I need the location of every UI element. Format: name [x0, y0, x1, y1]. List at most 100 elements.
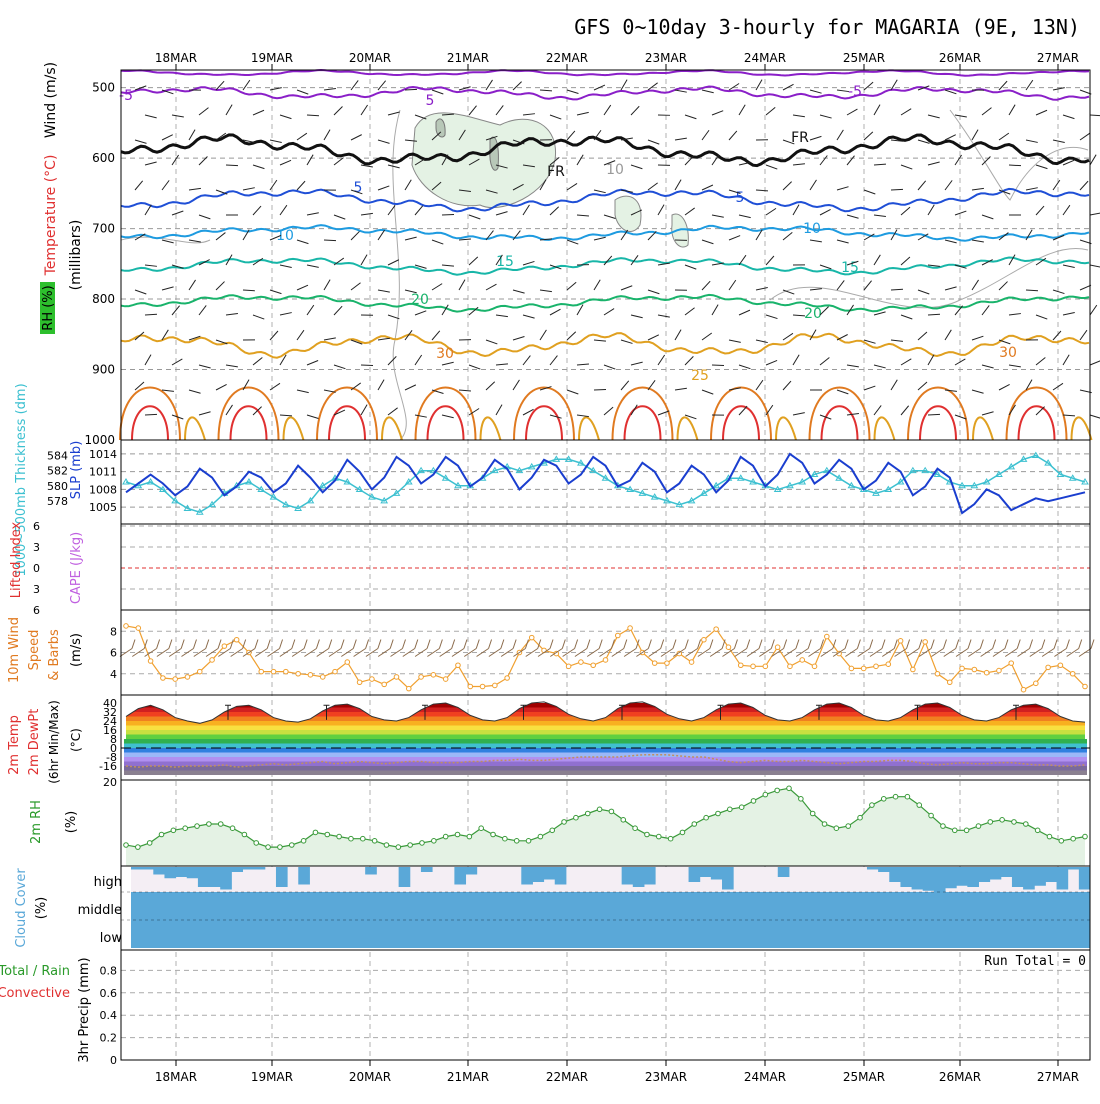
wind-barb: [756, 288, 768, 290]
wind-barb: [874, 164, 886, 165]
wind-barb: [307, 361, 318, 365]
wind-barb-flag: [489, 640, 492, 649]
rh-point: [372, 839, 377, 844]
wind-barb: [756, 190, 768, 191]
rh-tick: 20: [103, 776, 117, 789]
wind-barb: [1009, 105, 1015, 115]
precip-panel: [121, 970, 1090, 1037]
thickness-tick: 584: [47, 450, 68, 463]
wind-barb-flag: [513, 640, 516, 649]
wind-barb: [793, 115, 805, 117]
wind-speed-point: [947, 680, 952, 685]
wind-barb: [253, 206, 261, 215]
rh-point: [905, 794, 910, 799]
wind-barb: [280, 205, 287, 215]
rh-point: [799, 797, 804, 802]
wind-barb: [928, 414, 940, 415]
temp-warm-band: [121, 708, 1090, 713]
wind-barb: [270, 331, 278, 340]
wind-barb-flag: [157, 640, 160, 649]
wind-barb: [766, 208, 776, 215]
cloud-high-bar: [912, 867, 924, 890]
wind-barb: [972, 240, 984, 242]
rh-contour: [950, 110, 1088, 200]
cloud-ylabel-unit: (%): [34, 897, 49, 920]
wind-barb: [658, 411, 669, 415]
wind-barb-10m: [1079, 649, 1091, 657]
wind-barb: [199, 108, 208, 115]
rh-point: [455, 832, 460, 837]
wind-barb: [756, 380, 763, 390]
wind-barb: [307, 115, 319, 116]
wind-barb-flag: [1030, 640, 1033, 649]
wind-barb: [243, 80, 250, 90]
wind-barb: [729, 236, 740, 240]
wind-speed-point: [136, 626, 141, 631]
wind-barb: [928, 205, 934, 215]
wind-barb: [378, 290, 390, 292]
rh-point: [467, 834, 472, 839]
temp-color-band: [124, 762, 1087, 767]
temp-color-band: [124, 771, 1087, 776]
temp-color-band: [124, 766, 1087, 771]
wind-barb: [783, 232, 792, 240]
wind-barb: [729, 83, 739, 90]
wind-barb-flag: [1054, 640, 1057, 649]
wind-barb: [523, 356, 530, 365]
isotherm-minus5: [121, 87, 1089, 100]
wind-barb: [874, 405, 881, 415]
wind-speed-point: [394, 675, 399, 680]
temp-ylabel-1: 2m Temp: [7, 715, 22, 775]
cloud-high-bar: [1012, 867, 1024, 887]
wind-speed-point: [148, 659, 153, 664]
wind-barb: [621, 381, 629, 390]
wind-barb: [216, 233, 225, 240]
rh-point: [278, 845, 283, 850]
wind-barb: [270, 290, 281, 294]
wind-barb: [351, 231, 359, 240]
rh-point: [183, 826, 188, 831]
date-label-bottom: 19MAR: [251, 1070, 293, 1084]
rh-point: [810, 811, 815, 816]
wind-barb: [540, 290, 552, 292]
wind-barb: [442, 362, 454, 365]
wind-speed-point: [419, 675, 424, 680]
wind-barb: [864, 190, 875, 194]
wind-barb: [918, 332, 927, 340]
rh-point: [1083, 834, 1088, 839]
rh-point: [787, 786, 792, 791]
rh-point: [195, 824, 200, 829]
wind-barb: [307, 265, 319, 267]
cloud-high-bar: [276, 867, 288, 887]
isotherm-25-lobe: [481, 417, 501, 440]
wind-speed-point: [849, 666, 854, 671]
wind-barb-flag: [280, 640, 283, 649]
wind-speed-point: [714, 627, 719, 632]
wind-barb: [415, 415, 427, 417]
wind-barb: [1090, 115, 1100, 116]
isotherm-25-lobe: [875, 417, 895, 440]
wind-barb: [297, 285, 308, 290]
slp-ylabel-slp: SLP (mb): [69, 441, 84, 500]
wind-barb: [324, 130, 330, 140]
wind-barb: [1063, 355, 1069, 365]
wind-barb: [1036, 357, 1045, 365]
wind-barb: [1009, 365, 1021, 367]
wind-barb: [972, 188, 984, 190]
rh-point: [1071, 836, 1076, 841]
wind-barb: [297, 133, 307, 140]
wind-barb: [378, 186, 389, 190]
wind-barb: [351, 80, 358, 90]
wind-speed-point: [800, 658, 805, 663]
wind-barb: [469, 106, 477, 115]
wind-barb: [658, 355, 665, 365]
cloud-high-bar: [131, 867, 143, 870]
wind-barb-flag: [353, 640, 356, 649]
wind-barb: [955, 115, 967, 117]
wind-barb: [540, 330, 546, 340]
date-label-top: 26MAR: [939, 51, 981, 65]
cloud-high-bar: [1023, 867, 1035, 890]
wind-barb: [810, 136, 821, 140]
rh-point: [1012, 820, 1017, 825]
wind-barb: [901, 257, 910, 265]
